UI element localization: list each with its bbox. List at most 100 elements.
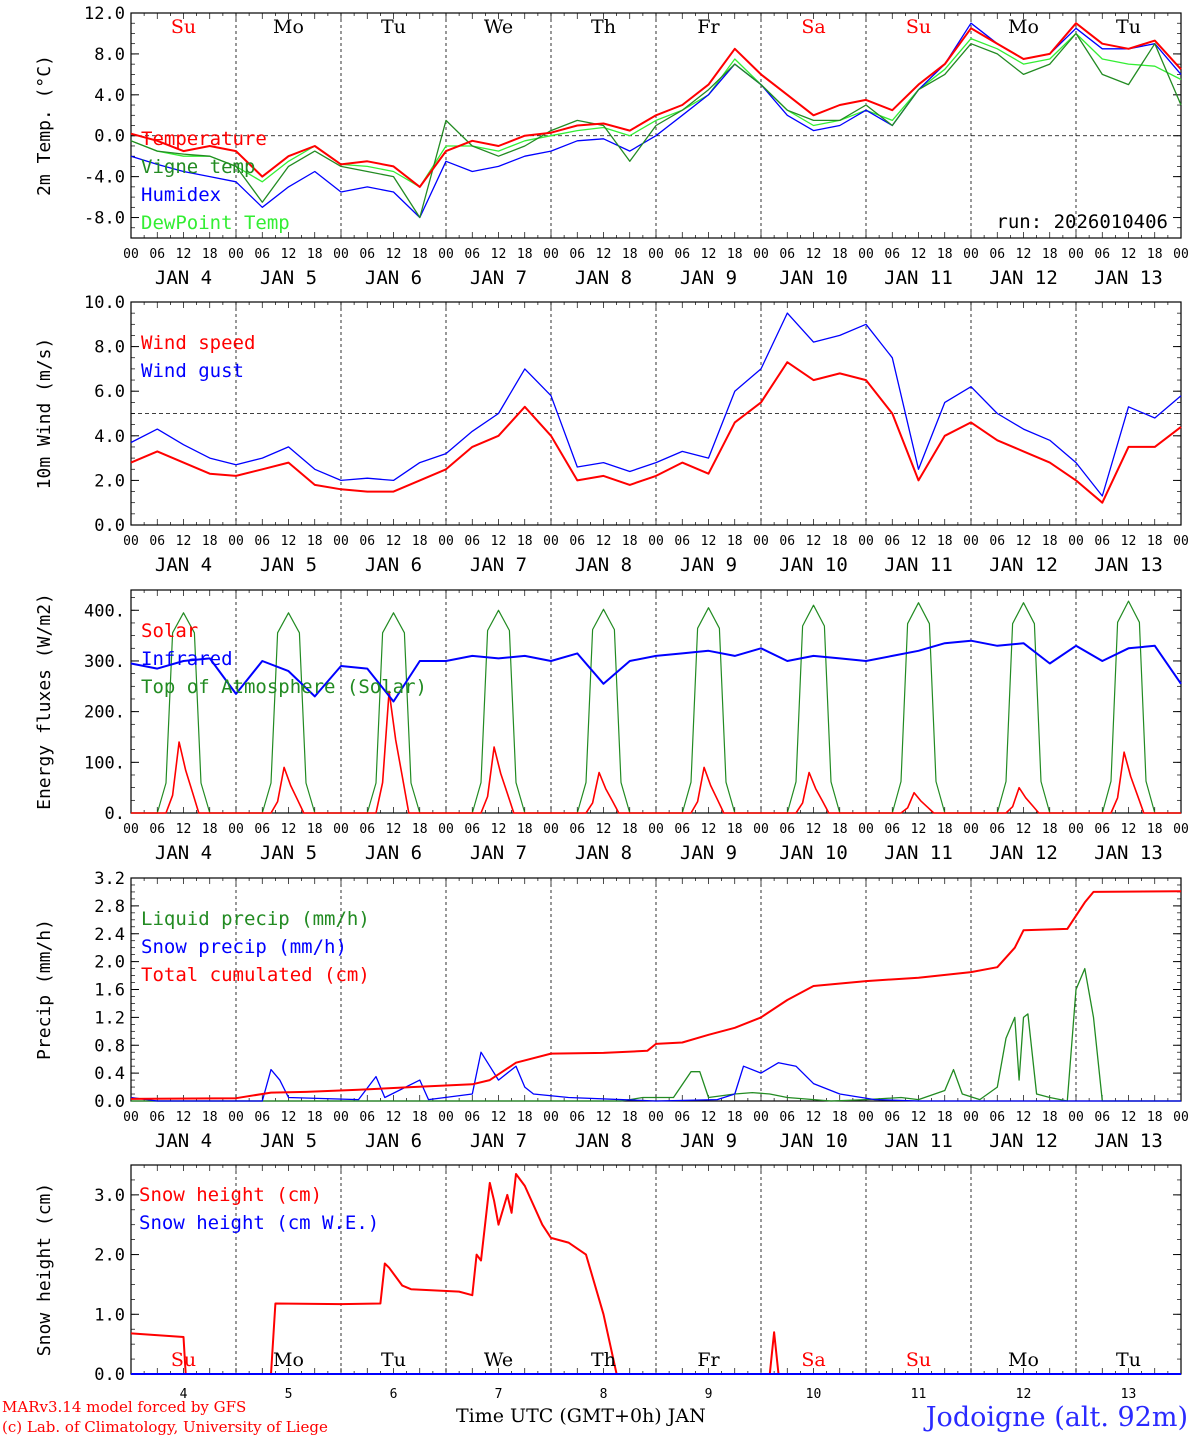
y-tick-label: 8.0 [94,338,125,358]
model-credit: MARv3.14 model forced by GFS [2,1398,247,1416]
day-label: JAN 7 [470,267,527,289]
precip-series-line [131,967,1181,1102]
legend-entry: Solar [141,620,198,642]
hour-tick-label: 06 [884,534,900,549]
day-label: JAN 11 [884,554,953,576]
hour-tick-label: 12 [281,1110,297,1125]
precip-series-line [130,1051,1181,1102]
y-axis-label: Snow height (cm) [34,1183,55,1356]
day-label: JAN 4 [155,1130,212,1152]
hour-tick-label: 18 [622,1110,638,1125]
y-tick-label: 6.0 [94,382,125,402]
hour-tick-label: 00 [1173,247,1189,262]
hour-tick-label: 06 [674,247,690,262]
hour-tick-label: 18 [622,247,638,262]
hour-tick-label: 06 [464,1110,480,1125]
y-tick-label: 4.0 [94,427,125,447]
hour-tick-label: 06 [989,534,1005,549]
hour-tick-label: 12 [1016,534,1032,549]
x-axis-title: Time UTC (GMT+0h) JAN [456,1405,706,1427]
day-label: JAN 9 [680,554,737,576]
hour-tick-label: 18 [937,822,953,837]
hour-tick-label: 00 [648,1110,664,1125]
y-tick-label: 0.0 [94,516,125,536]
hour-tick-label: 12 [176,247,192,262]
hour-tick-label: 12 [911,534,927,549]
hour-tick-label: 00 [753,822,769,837]
hour-tick-label: 06 [254,247,270,262]
wind-series-line [130,361,1182,504]
precip-series-line [130,890,1182,1100]
hour-tick-label: 12 [386,1110,402,1125]
day-label: JAN 7 [470,554,527,576]
hour-tick-label: 06 [779,247,795,262]
y-tick-label: 200. [84,703,125,723]
day-label: JAN 6 [365,267,422,289]
y-tick-label: -8.0 [84,209,125,229]
day-label: JAN 6 [365,554,422,576]
hour-tick-label: 00 [543,822,559,837]
hour-tick-label: 06 [359,822,375,837]
hour-tick-label: 00 [858,1110,874,1125]
weekday-label: We [484,1349,513,1371]
legend-entry: Infrared [141,648,233,670]
hour-tick-label: 18 [937,534,953,549]
hour-tick-label: 18 [202,247,218,262]
y-tick-label: 2.0 [94,471,125,491]
hour-tick-label: 12 [911,822,927,837]
hour-tick-label: 12 [1016,1110,1032,1125]
hour-tick-label: 12 [1121,822,1137,837]
weekday-label: Mo [273,16,304,38]
y-tick-label: 4.0 [94,86,125,106]
run-label: run: 2026010406 [996,211,1168,233]
hour-tick-label: 18 [202,534,218,549]
hour-tick-label: 18 [412,247,428,262]
hour-tick-label: 18 [307,1110,323,1125]
hour-tick-label: 12 [176,1110,192,1125]
hour-tick-label: 12 [806,534,822,549]
legend-entry: Vigne temp [141,156,255,178]
hour-tick-label: 00 [228,822,244,837]
day-label: JAN 13 [1094,554,1163,576]
hour-tick-label: 12 [386,247,402,262]
hour-tick-label: 00 [1068,822,1084,837]
y-tick-label: 0. [105,804,125,824]
hour-tick-label: 06 [884,247,900,262]
hour-tick-label: 12 [491,1110,507,1125]
temperature-series-line [130,32,1182,188]
hour-tick-label: 06 [674,1110,690,1125]
weekday-label: Su [906,16,931,38]
hour-tick-label: 18 [727,534,743,549]
hour-tick-label: 18 [307,247,323,262]
hour-tick-label: 12 [491,534,507,549]
hour-tick-label: 00 [123,822,139,837]
legend-entry: Liquid precip (mm/h) [141,908,370,930]
day-number-label: 13 [1121,1387,1137,1402]
legend-entry: Wind gust [141,360,244,382]
hour-tick-label: 18 [727,1110,743,1125]
y-axis-label: 2m Temp. (°C) [34,55,55,196]
hour-tick-label: 18 [307,534,323,549]
legend-entry: Humidex [141,184,221,206]
y-tick-label: 1.0 [94,1305,125,1325]
hour-tick-label: 18 [832,534,848,549]
y-tick-label: 3.0 [94,1186,125,1206]
hour-tick-label: 12 [596,247,612,262]
y-tick-label: 10.0 [84,293,125,313]
hour-tick-label: 06 [359,534,375,549]
day-label: JAN 11 [884,1130,953,1152]
hour-tick-label: 00 [1068,247,1084,262]
hour-tick-label: 06 [1094,247,1110,262]
day-label: JAN 7 [470,842,527,864]
hour-tick-label: 18 [622,534,638,549]
weekday-label: Tu [381,16,406,38]
lab-credit: (c) Lab. of Climatology, University of L… [2,1418,328,1436]
hour-tick-label: 18 [832,247,848,262]
y-tick-label: 2.0 [94,953,125,973]
hour-tick-label: 12 [176,534,192,549]
hour-tick-label: 06 [149,822,165,837]
y-tick-label: 0.4 [94,1064,125,1084]
day-label: JAN 4 [155,842,212,864]
hour-tick-label: 12 [911,247,927,262]
